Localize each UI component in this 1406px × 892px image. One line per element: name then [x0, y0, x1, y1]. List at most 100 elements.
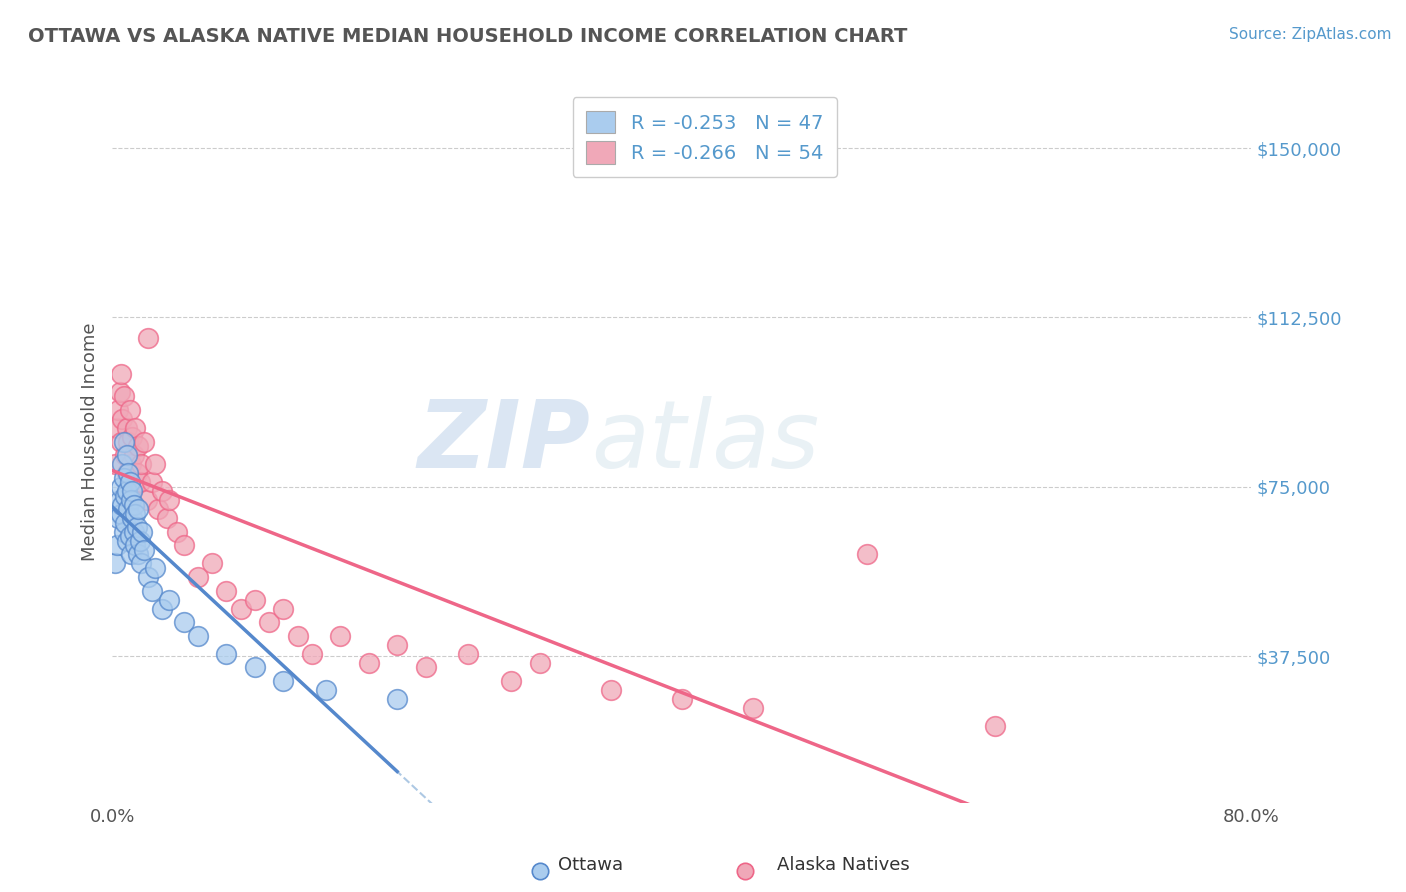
Text: ZIP: ZIP — [418, 395, 591, 488]
Point — [122, 448, 145, 462]
Point — [120, 493, 142, 508]
Point — [243, 592, 266, 607]
Point — [132, 434, 155, 449]
Point — [121, 430, 143, 444]
Point — [128, 533, 150, 548]
Point — [121, 484, 143, 499]
Point — [215, 647, 238, 661]
Point — [124, 421, 146, 435]
Point — [107, 403, 129, 417]
Point — [108, 493, 131, 508]
Point — [111, 498, 134, 512]
Text: OTTAWA VS ALASKA NATIVE MEDIAN HOUSEHOLD INCOME CORRELATION CHART: OTTAWA VS ALASKA NATIVE MEDIAN HOUSEHOLD… — [28, 27, 907, 45]
Point — [229, 601, 252, 615]
Point — [117, 502, 139, 516]
Point — [118, 403, 141, 417]
Point — [187, 570, 209, 584]
Point — [111, 457, 134, 471]
Point — [112, 434, 135, 449]
Text: Alaska Natives: Alaska Natives — [778, 855, 910, 873]
Point — [121, 511, 143, 525]
Text: atlas: atlas — [591, 396, 820, 487]
Point — [143, 457, 166, 471]
Point — [257, 615, 280, 630]
Point — [105, 421, 128, 435]
Point — [891, 818, 914, 832]
Point — [114, 448, 136, 462]
Point — [136, 331, 159, 345]
Point — [385, 638, 409, 652]
Point — [112, 389, 135, 403]
Text: Ottawa: Ottawa — [558, 855, 623, 873]
Point — [115, 448, 138, 462]
Point — [125, 520, 148, 534]
Point — [187, 629, 209, 643]
Point — [501, 673, 523, 688]
Point — [114, 516, 136, 530]
Point — [136, 570, 159, 584]
Point — [118, 475, 141, 490]
Point — [243, 660, 266, 674]
Point — [110, 507, 132, 521]
Point — [128, 475, 150, 490]
Point — [114, 489, 136, 503]
Point — [120, 457, 142, 471]
Point — [150, 484, 173, 499]
Point — [215, 583, 238, 598]
Point — [636, 818, 658, 832]
Point — [115, 421, 138, 435]
Legend: R = -0.253   N = 47, R = -0.266   N = 54: R = -0.253 N = 47, R = -0.266 N = 54 — [572, 97, 837, 178]
Point — [120, 548, 142, 562]
Point — [984, 719, 1007, 733]
Point — [166, 524, 188, 539]
Point — [155, 511, 177, 525]
Point — [110, 367, 132, 381]
Point — [105, 538, 128, 552]
Point — [271, 673, 295, 688]
Point — [115, 533, 138, 548]
Point — [110, 434, 132, 449]
Point — [104, 557, 127, 571]
Point — [112, 471, 135, 485]
Point — [127, 548, 149, 562]
Text: Source: ZipAtlas.com: Source: ZipAtlas.com — [1229, 27, 1392, 42]
Point — [457, 647, 479, 661]
Point — [122, 524, 145, 539]
Point — [107, 511, 129, 525]
Point — [117, 434, 139, 449]
Point — [122, 480, 145, 494]
Point — [104, 457, 127, 471]
Point — [118, 529, 141, 543]
Point — [159, 592, 180, 607]
Point — [301, 647, 323, 661]
Point — [124, 538, 146, 552]
Point — [201, 557, 224, 571]
Point — [115, 466, 138, 480]
Point — [173, 615, 195, 630]
Point — [131, 524, 153, 539]
Point — [385, 692, 409, 706]
Point — [671, 692, 693, 706]
Point — [271, 601, 295, 615]
Point — [129, 457, 152, 471]
Point — [115, 484, 138, 499]
Point — [127, 439, 149, 453]
Y-axis label: Median Household Income: Median Household Income — [80, 322, 98, 561]
Point — [150, 601, 173, 615]
Point — [173, 538, 195, 552]
Point — [529, 656, 551, 670]
Point — [599, 682, 621, 697]
Point — [125, 466, 148, 480]
Point — [127, 502, 149, 516]
Point — [357, 656, 380, 670]
Point — [132, 542, 155, 557]
Point — [329, 629, 352, 643]
Point — [129, 557, 152, 571]
Point — [111, 412, 134, 426]
Point — [856, 548, 879, 562]
Point — [742, 701, 765, 715]
Point — [110, 480, 132, 494]
Point — [146, 502, 169, 516]
Point — [141, 475, 163, 490]
Point — [415, 660, 437, 674]
